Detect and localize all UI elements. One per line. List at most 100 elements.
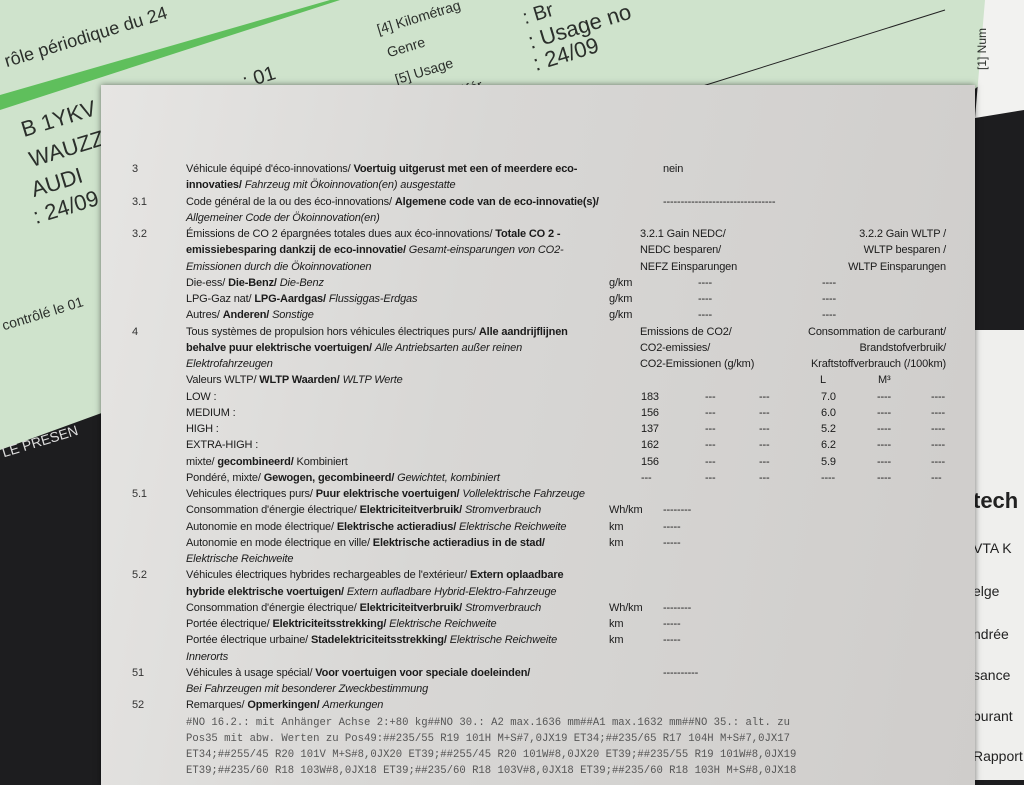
value-cell: --- (759, 390, 770, 403)
french-text: Code général de la ou des éco-innovation… (186, 195, 395, 208)
line-text: hybride elektrische voertuigen/ Extern a… (186, 584, 557, 600)
document-line: Autres/ Anderen/ Sonstige g/km ---- ---- (101, 307, 975, 323)
french-text: Portée électrique/ (186, 618, 273, 630)
line-text: Vehicules électriques purs/ Puur elektri… (186, 486, 585, 502)
line-text: Elektrische Reichweite (186, 551, 294, 567)
value-cell: ---- (931, 390, 946, 403)
document-line: innovaties/ Fahrzeug mit Ökoinnovation(e… (101, 177, 975, 193)
line-text: Autonomie en mode électrique/ Elektrisch… (186, 519, 567, 535)
value-cell: -------- (663, 601, 692, 614)
section-number: 3.2 (132, 228, 147, 240)
value-cell: Consommation de carburant/ (808, 325, 946, 338)
value-cell: ---- (877, 406, 892, 419)
right-paper-text: burant (973, 708, 1013, 724)
document-line: MEDIUM : 156 --- --- 6.0 ---- ---- (101, 405, 975, 421)
dutch-text: Puur elektrische voertuigen/ (315, 488, 463, 500)
document-line: LOW : 183 --- --- 7.0 ---- ---- (101, 389, 975, 405)
dutch-text: Voor voertuigen voor speciale doeleinden… (315, 666, 531, 679)
dutch-text: Elektriciteitverbruik/ (359, 504, 465, 517)
value-cell: Wh/km (609, 601, 643, 614)
line-text: Tous systèmes de propulsion hors véhicul… (186, 324, 568, 340)
value-cell: L (820, 374, 826, 387)
document-line: 3 Véhicule équipé d'éco-innovations/ Voer… (101, 161, 975, 177)
value-cell: km (609, 618, 624, 630)
document-line: hybride elektrische voertuigen/ Extern a… (101, 584, 975, 600)
value-cell: 5.9 (821, 455, 836, 468)
value-cell: Wh/km (609, 504, 643, 517)
right-paper-text: Rapport (973, 748, 1023, 764)
document-lines: 3 Véhicule équipé d'éco-innovations/ Voer… (101, 161, 975, 779)
value-cell: --- (759, 439, 770, 452)
document-line: 4 Tous systèmes de propulsion hors véhicu… (101, 324, 975, 340)
line-text: Véhicules électriques hybrides rechargea… (186, 567, 564, 583)
value-cell: CO2-emissies/ (640, 341, 711, 354)
right-paper-text: VTA K (973, 540, 1012, 556)
value-cell: --- (759, 471, 770, 484)
french-text: Portée électrique urbaine/ (186, 634, 311, 647)
remarks-text: ET34;##255/45 R20 101V M+S#8,0JX20 ET39;… (186, 749, 797, 761)
value-cell: km (609, 520, 624, 533)
dutch-text: Voertuig uitgerust met een of meerdere e… (353, 163, 578, 175)
document-line: Consommation d'énergie électrique/ Elekt… (101, 502, 975, 518)
value-cell: NEFZ Einsparungen (640, 260, 738, 273)
line-text: #NO 16.2.: mit Anhänger Achse 2:+80 kg##… (186, 714, 790, 731)
value-cell: --- (759, 406, 770, 419)
value-cell: --- (705, 390, 716, 403)
french-text: Consommation d'énergie électrique/ (186, 601, 360, 614)
french-text: Kombiniert (296, 455, 348, 468)
right-paper-text: elge (973, 583, 1000, 599)
dutch-text: Extern oplaadbare (470, 569, 564, 582)
corner-paper (975, 0, 1024, 118)
line-text: Allgemeiner Code der Ökoinnovation(en) (186, 210, 380, 226)
german-text: Elektrische Reichweite (449, 634, 558, 647)
value-cell: g/km (609, 276, 633, 289)
value-cell: ---- (698, 309, 713, 322)
document-line: Bei Fahrzeugen mit besonderer Zweckbesti… (101, 681, 975, 697)
document-line: #NO 16.2.: mit Anhänger Achse 2:+80 kg##… (101, 714, 975, 730)
dutch-text: Alle aandrijflijnen (478, 325, 568, 338)
document-line: 5.2 Véhicules électriques hybrides rechar… (101, 567, 975, 583)
german-text: Die-Benz (279, 276, 324, 289)
section-number: 5.2 (132, 569, 147, 582)
section-number: 4 (132, 325, 138, 338)
value-cell: 156 (641, 455, 659, 468)
value-cell: WLTP Einsparungen (848, 260, 946, 273)
value-cell: 156 (641, 406, 659, 419)
right-paper-text: sance (973, 667, 1011, 683)
line-text: Die-ess/ Die-Benz/ Die-Benz (186, 275, 324, 291)
german-text: Flussiggas-Erdgas (328, 293, 418, 305)
french-text: EXTRA-HIGH : (186, 439, 259, 452)
remarks-text: ET39;##235/60 R18 103W#8,0JX18 ET39;##23… (186, 765, 797, 778)
line-text: emissiebesparing dankzij de eco-innovati… (186, 242, 564, 258)
dutch-text: Elektriciteitsstrekking/ (272, 618, 390, 630)
value-cell: ---- (877, 423, 892, 435)
document-line: ET39;##235/60 R18 103W#8,0JX18 ET39;##23… (101, 762, 975, 778)
value-cell: 3.2.2 Gain WLTP / (859, 228, 946, 240)
french-text: Remarques/ (186, 699, 248, 712)
french-text: Autonomie en mode électrique en ville/ (186, 536, 373, 549)
value-cell: 162 (641, 439, 659, 452)
french-text: Valeurs WLTP/ (186, 374, 260, 387)
bg-text: [1] Num (975, 27, 989, 70)
section-number: 5.1 (132, 488, 147, 500)
line-text: Consommation d'énergie électrique/ Elekt… (186, 502, 541, 518)
french-text: Véhicules électriques hybrides rechargea… (186, 569, 470, 582)
value-cell: Kraftstoffverbrauch (/100km) (811, 358, 946, 370)
value-cell: ---- (822, 293, 837, 305)
dutch-text: Anderen/ (222, 309, 273, 322)
line-text: Remarques/ Opmerkingen/ Amerkungen (186, 697, 383, 713)
section-number: 3 (132, 163, 138, 175)
dutch-text: Stadelektriciteitsstrekking/ (310, 634, 450, 647)
french-text: Consommation d'énergie électrique/ (186, 504, 360, 517)
value-cell: ---- (931, 455, 946, 468)
french-text: Vehicules électriques purs/ (186, 488, 316, 500)
dutch-text: Opmerkingen/ (247, 699, 323, 712)
german-text: Innerorts (186, 650, 229, 663)
german-text: Emissionen durch die Ökoinnovationen (186, 260, 372, 273)
value-cell: --- (759, 423, 770, 435)
value-cell: ---- (877, 390, 892, 403)
value-cell: g/km (609, 293, 633, 305)
dutch-text: Die-Benz/ (228, 276, 280, 289)
value-cell: ----- (663, 520, 681, 533)
section-number: 51 (132, 666, 144, 679)
